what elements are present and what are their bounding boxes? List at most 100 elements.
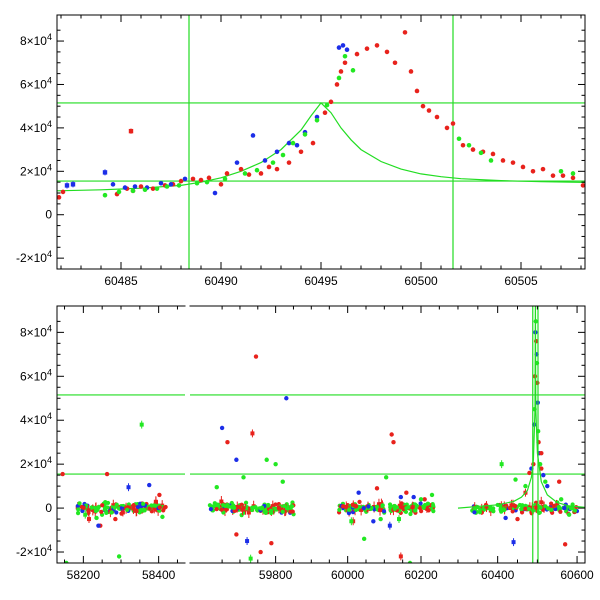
green-outlier	[248, 556, 253, 561]
red-outlier	[258, 549, 263, 555]
green-point	[456, 136, 462, 142]
red-point	[357, 499, 362, 504]
red-outlier	[556, 479, 562, 484]
x-tick-label: 58200	[67, 568, 101, 582]
green-outlier	[116, 554, 122, 559]
red-point	[57, 195, 62, 200]
red-outlier	[157, 492, 162, 498]
green-point	[284, 506, 290, 511]
green-outlier	[499, 462, 504, 467]
green-outlier	[83, 512, 88, 517]
green-outlier	[361, 536, 367, 542]
red-point	[266, 164, 272, 170]
x-tick-label: 60600	[560, 568, 594, 582]
green-point	[290, 140, 296, 146]
blue-outlier	[284, 396, 289, 401]
red-point	[354, 51, 360, 57]
green-outlier	[407, 560, 413, 563]
green-point	[350, 68, 356, 73]
red-point	[286, 160, 292, 165]
red-point	[399, 501, 404, 506]
green-point	[164, 184, 170, 189]
red-point	[90, 507, 95, 512]
red-point	[218, 182, 224, 187]
green-point	[270, 160, 276, 165]
green-outlier	[64, 560, 69, 563]
y-tick-label: -2×104	[16, 249, 52, 265]
green-point	[254, 167, 260, 173]
green-outlier	[429, 492, 435, 498]
y-tick-label: 4×104	[20, 119, 52, 135]
green-outlier	[109, 510, 114, 515]
green-point	[142, 187, 148, 193]
blue-outlier	[96, 523, 101, 528]
red-point	[274, 166, 280, 172]
red-point	[402, 30, 408, 35]
blue-point	[110, 182, 116, 187]
green-point	[374, 504, 380, 509]
red-point	[570, 175, 576, 181]
green-point	[139, 507, 144, 512]
red-point	[520, 164, 526, 170]
red-point	[147, 506, 152, 511]
plot-frame	[56, 305, 586, 564]
green-point	[353, 507, 359, 513]
red-point	[60, 189, 66, 195]
red-outlier	[234, 532, 239, 537]
red-point	[397, 503, 402, 508]
green-point	[413, 508, 418, 513]
red-point	[378, 508, 383, 513]
green-outlier	[349, 519, 354, 524]
green-outlier	[139, 422, 144, 427]
red-outlier	[422, 497, 427, 502]
red-point	[162, 505, 167, 510]
blue-point	[344, 47, 350, 53]
red-point	[232, 508, 237, 514]
red-point	[246, 172, 252, 177]
y-tick-label: 2×104	[20, 455, 52, 471]
green-point	[314, 117, 320, 123]
red-outlier	[562, 542, 568, 547]
red-point	[288, 509, 293, 514]
green-point	[226, 504, 232, 509]
y-tick-label: 6×104	[20, 367, 52, 383]
green-point	[517, 502, 522, 508]
green-point	[414, 503, 419, 508]
blue-point	[132, 184, 138, 189]
red-point	[580, 183, 585, 188]
red-point	[450, 121, 456, 126]
red-point	[408, 69, 414, 74]
green-point	[502, 507, 507, 513]
green-point	[472, 506, 478, 511]
blue-point	[418, 501, 423, 506]
red-outlier	[404, 490, 409, 495]
blue-outlier	[234, 457, 239, 462]
green-point	[221, 503, 226, 508]
red-point	[540, 166, 546, 172]
y-tick-label: 6×104	[20, 75, 52, 91]
green-point	[77, 501, 82, 506]
green-point	[243, 500, 249, 505]
blue-outlier	[147, 482, 152, 488]
plot-area	[57, 306, 585, 563]
x-tick-label: 60500	[404, 274, 438, 288]
green-point	[337, 507, 342, 512]
x-tick-label: 60000	[331, 568, 365, 582]
red-point	[376, 502, 381, 507]
green-point	[95, 507, 100, 513]
red-point	[534, 505, 539, 510]
red-point	[246, 510, 251, 515]
red-outlier	[398, 554, 403, 559]
red-point	[484, 504, 489, 509]
blue-outlier	[511, 540, 516, 545]
green-point	[403, 509, 409, 514]
red-point	[554, 503, 559, 508]
plot-frame	[56, 14, 586, 270]
green-outlier	[264, 457, 269, 462]
red-point	[359, 507, 364, 512]
green-point	[336, 75, 342, 81]
red-outlier	[253, 354, 259, 359]
red-point	[364, 46, 370, 51]
red-point	[530, 169, 536, 174]
